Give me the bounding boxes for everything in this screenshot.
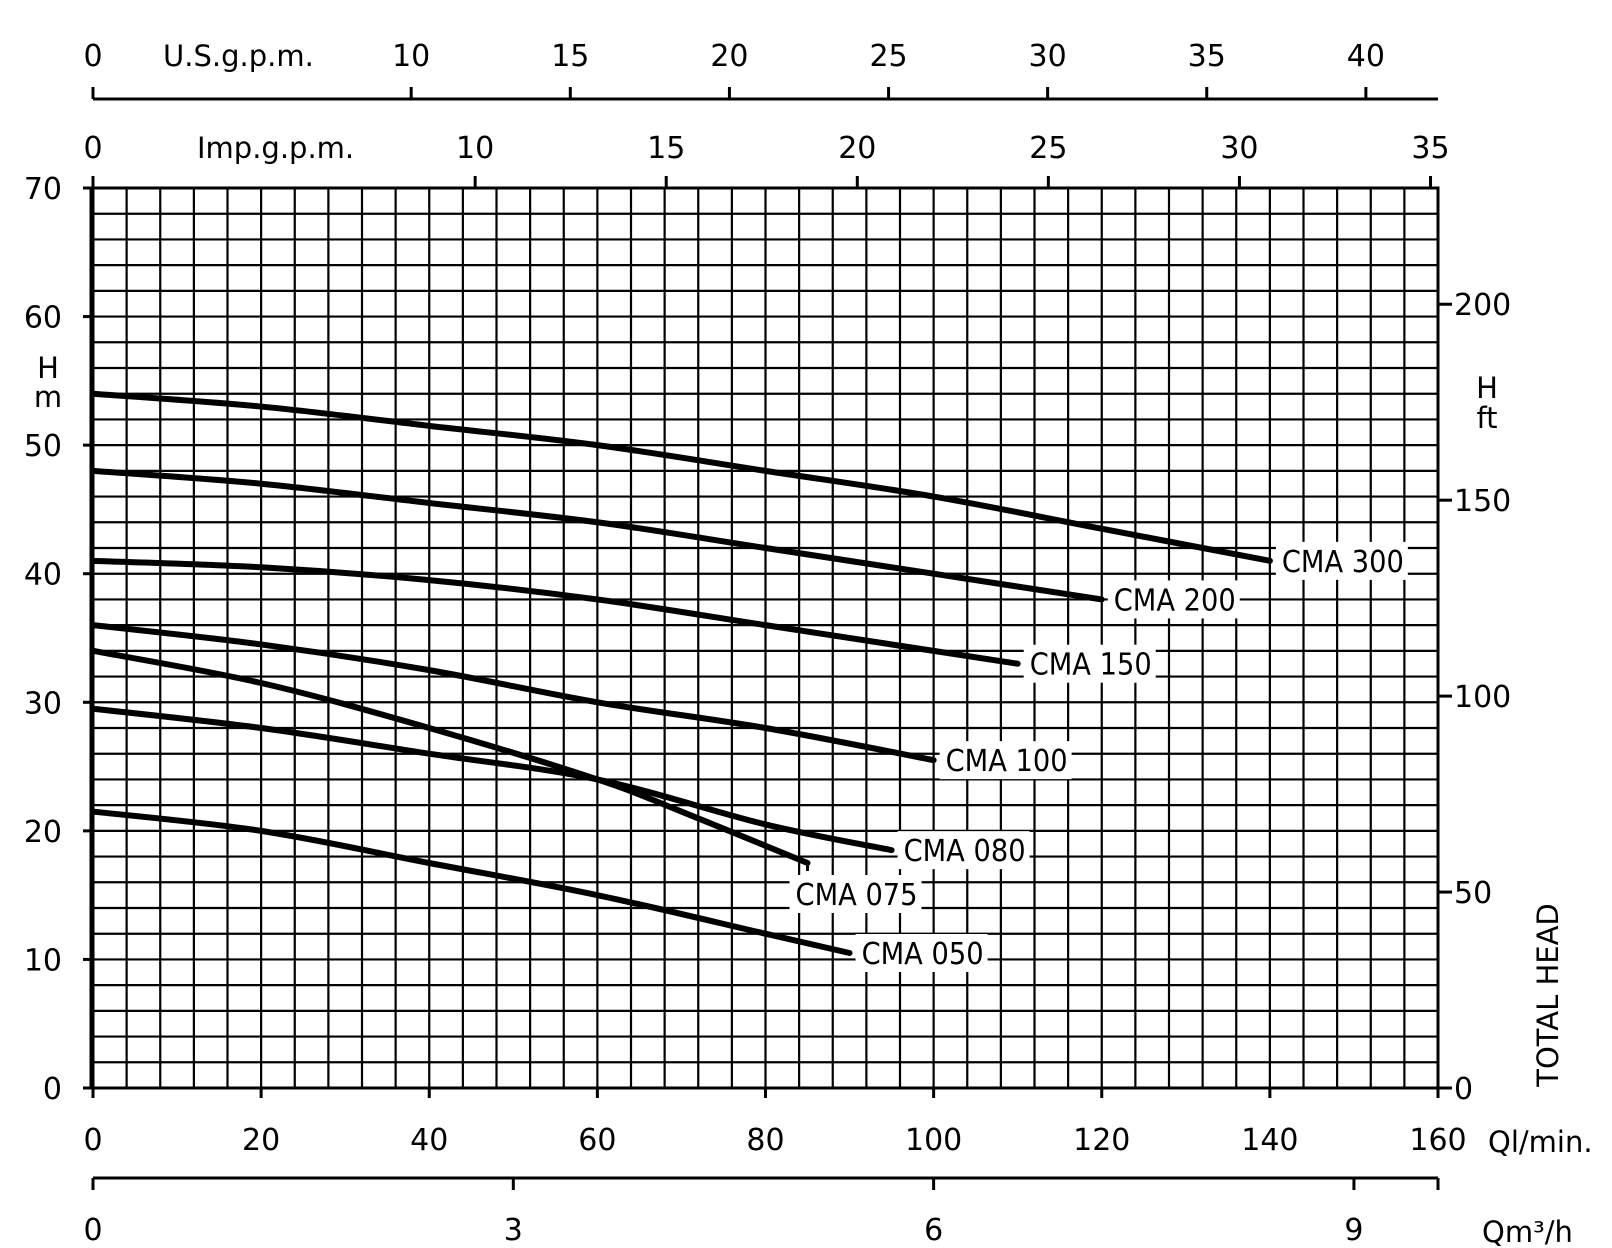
impgpm-tick-label: 0: [83, 131, 102, 166]
series-label-cma-075: CMA 075: [796, 878, 918, 913]
bottom-tick-label: 40: [410, 1123, 448, 1158]
right-tick-label: 0: [1454, 1072, 1473, 1107]
impgpm-tick-label: 25: [1029, 131, 1067, 166]
curve-cma-300: [90, 390, 1273, 564]
right-tick-label: 50: [1454, 876, 1492, 911]
m3h-tick-label: 6: [924, 1213, 943, 1248]
usgpm-tick-label: 40: [1347, 39, 1385, 74]
left-tick-label: 20: [24, 815, 62, 850]
label-bg-cma-075: [789, 875, 922, 913]
usgpm-tick-label: 25: [869, 39, 907, 74]
bottom-tick-label: 80: [746, 1123, 784, 1158]
right-unit-top: H: [1476, 371, 1498, 405]
series-label-cma-100: CMA 100: [946, 744, 1068, 779]
label-bg-cma-050: [855, 934, 988, 972]
series-label-cma-050: CMA 050: [862, 937, 984, 972]
usgpm-tick-label: 15: [551, 39, 589, 74]
usgpm-tick-label: 0: [83, 39, 102, 74]
left-tick-label: 10: [24, 943, 62, 978]
label-bg-cma-150: [1023, 644, 1156, 683]
bottom-tick-label: 100: [905, 1123, 962, 1158]
curve-cma-050: [90, 808, 853, 956]
label-bg-cma-200: [1107, 580, 1240, 619]
left-tick-label: 30: [24, 686, 62, 721]
usgpm-tick-label: 10: [392, 39, 430, 74]
label-bg-cma-080: [897, 831, 1030, 870]
right-tick-label: 100: [1454, 680, 1511, 715]
label-bg-cma-100: [939, 741, 1072, 780]
curve-cma-075: [90, 647, 811, 866]
label-bg-cma-300: [1275, 541, 1408, 580]
impgpm-tick-label: 10: [456, 131, 494, 166]
bottom-axis-label: Ql/min.: [1488, 1125, 1593, 1159]
m3h-tick-label: 9: [1344, 1213, 1363, 1248]
right-unit-bottom: ft: [1476, 401, 1497, 435]
right-tick-label: 150: [1454, 484, 1511, 519]
bottom-tick-label: 0: [83, 1123, 102, 1158]
bottom-tick-label: 120: [1073, 1123, 1130, 1158]
impgpm-tick-label: 20: [838, 131, 876, 166]
usgpm-axis-label: U.S.g.p.m.: [163, 39, 314, 73]
grid: [91, 186, 1440, 1090]
left-tick-label: 40: [24, 558, 62, 593]
left-tick-label: 60: [24, 301, 62, 336]
impgpm-tick-label: 30: [1220, 131, 1258, 166]
left-tick-label: 50: [24, 429, 62, 464]
bottom-tick-label: 20: [242, 1123, 280, 1158]
impgpm-axis-label: Imp.g.p.m.: [197, 131, 354, 165]
left-tick-label: 70: [24, 172, 62, 207]
bottom-tick-label: 60: [578, 1123, 616, 1158]
curve-cma-150: [90, 557, 1021, 667]
impgpm-tick-label: 35: [1411, 131, 1449, 166]
m3h-tick-label: 0: [83, 1213, 102, 1248]
right-axis-title: TOTAL HEAD: [1531, 903, 1565, 1088]
left-tick-label: 0: [43, 1072, 62, 1107]
left-unit-top: H: [37, 351, 59, 385]
m3h-axis-label: Qm³/h: [1482, 1215, 1573, 1248]
series-label-cma-300: CMA 300: [1282, 545, 1404, 580]
usgpm-tick-label: 30: [1029, 39, 1067, 74]
usgpm-tick-label: 35: [1188, 39, 1226, 74]
bottom-tick-label: 140: [1241, 1123, 1298, 1158]
curve-cma-080: [90, 705, 895, 854]
curve-cma-100: [90, 622, 937, 764]
usgpm-tick-label: 20: [710, 39, 748, 74]
left-unit-bottom: m: [34, 380, 62, 414]
impgpm-tick-label: 15: [647, 131, 685, 166]
right-tick-label: 200: [1454, 288, 1511, 323]
m3h-tick-label: 3: [504, 1213, 523, 1248]
bottom-tick-label: 160: [1409, 1123, 1466, 1158]
series-label-cma-150: CMA 150: [1030, 648, 1152, 683]
curve-cma-200: [90, 467, 1105, 603]
series-label-cma-200: CMA 200: [1114, 583, 1236, 618]
series-label-cma-080: CMA 080: [904, 834, 1026, 869]
